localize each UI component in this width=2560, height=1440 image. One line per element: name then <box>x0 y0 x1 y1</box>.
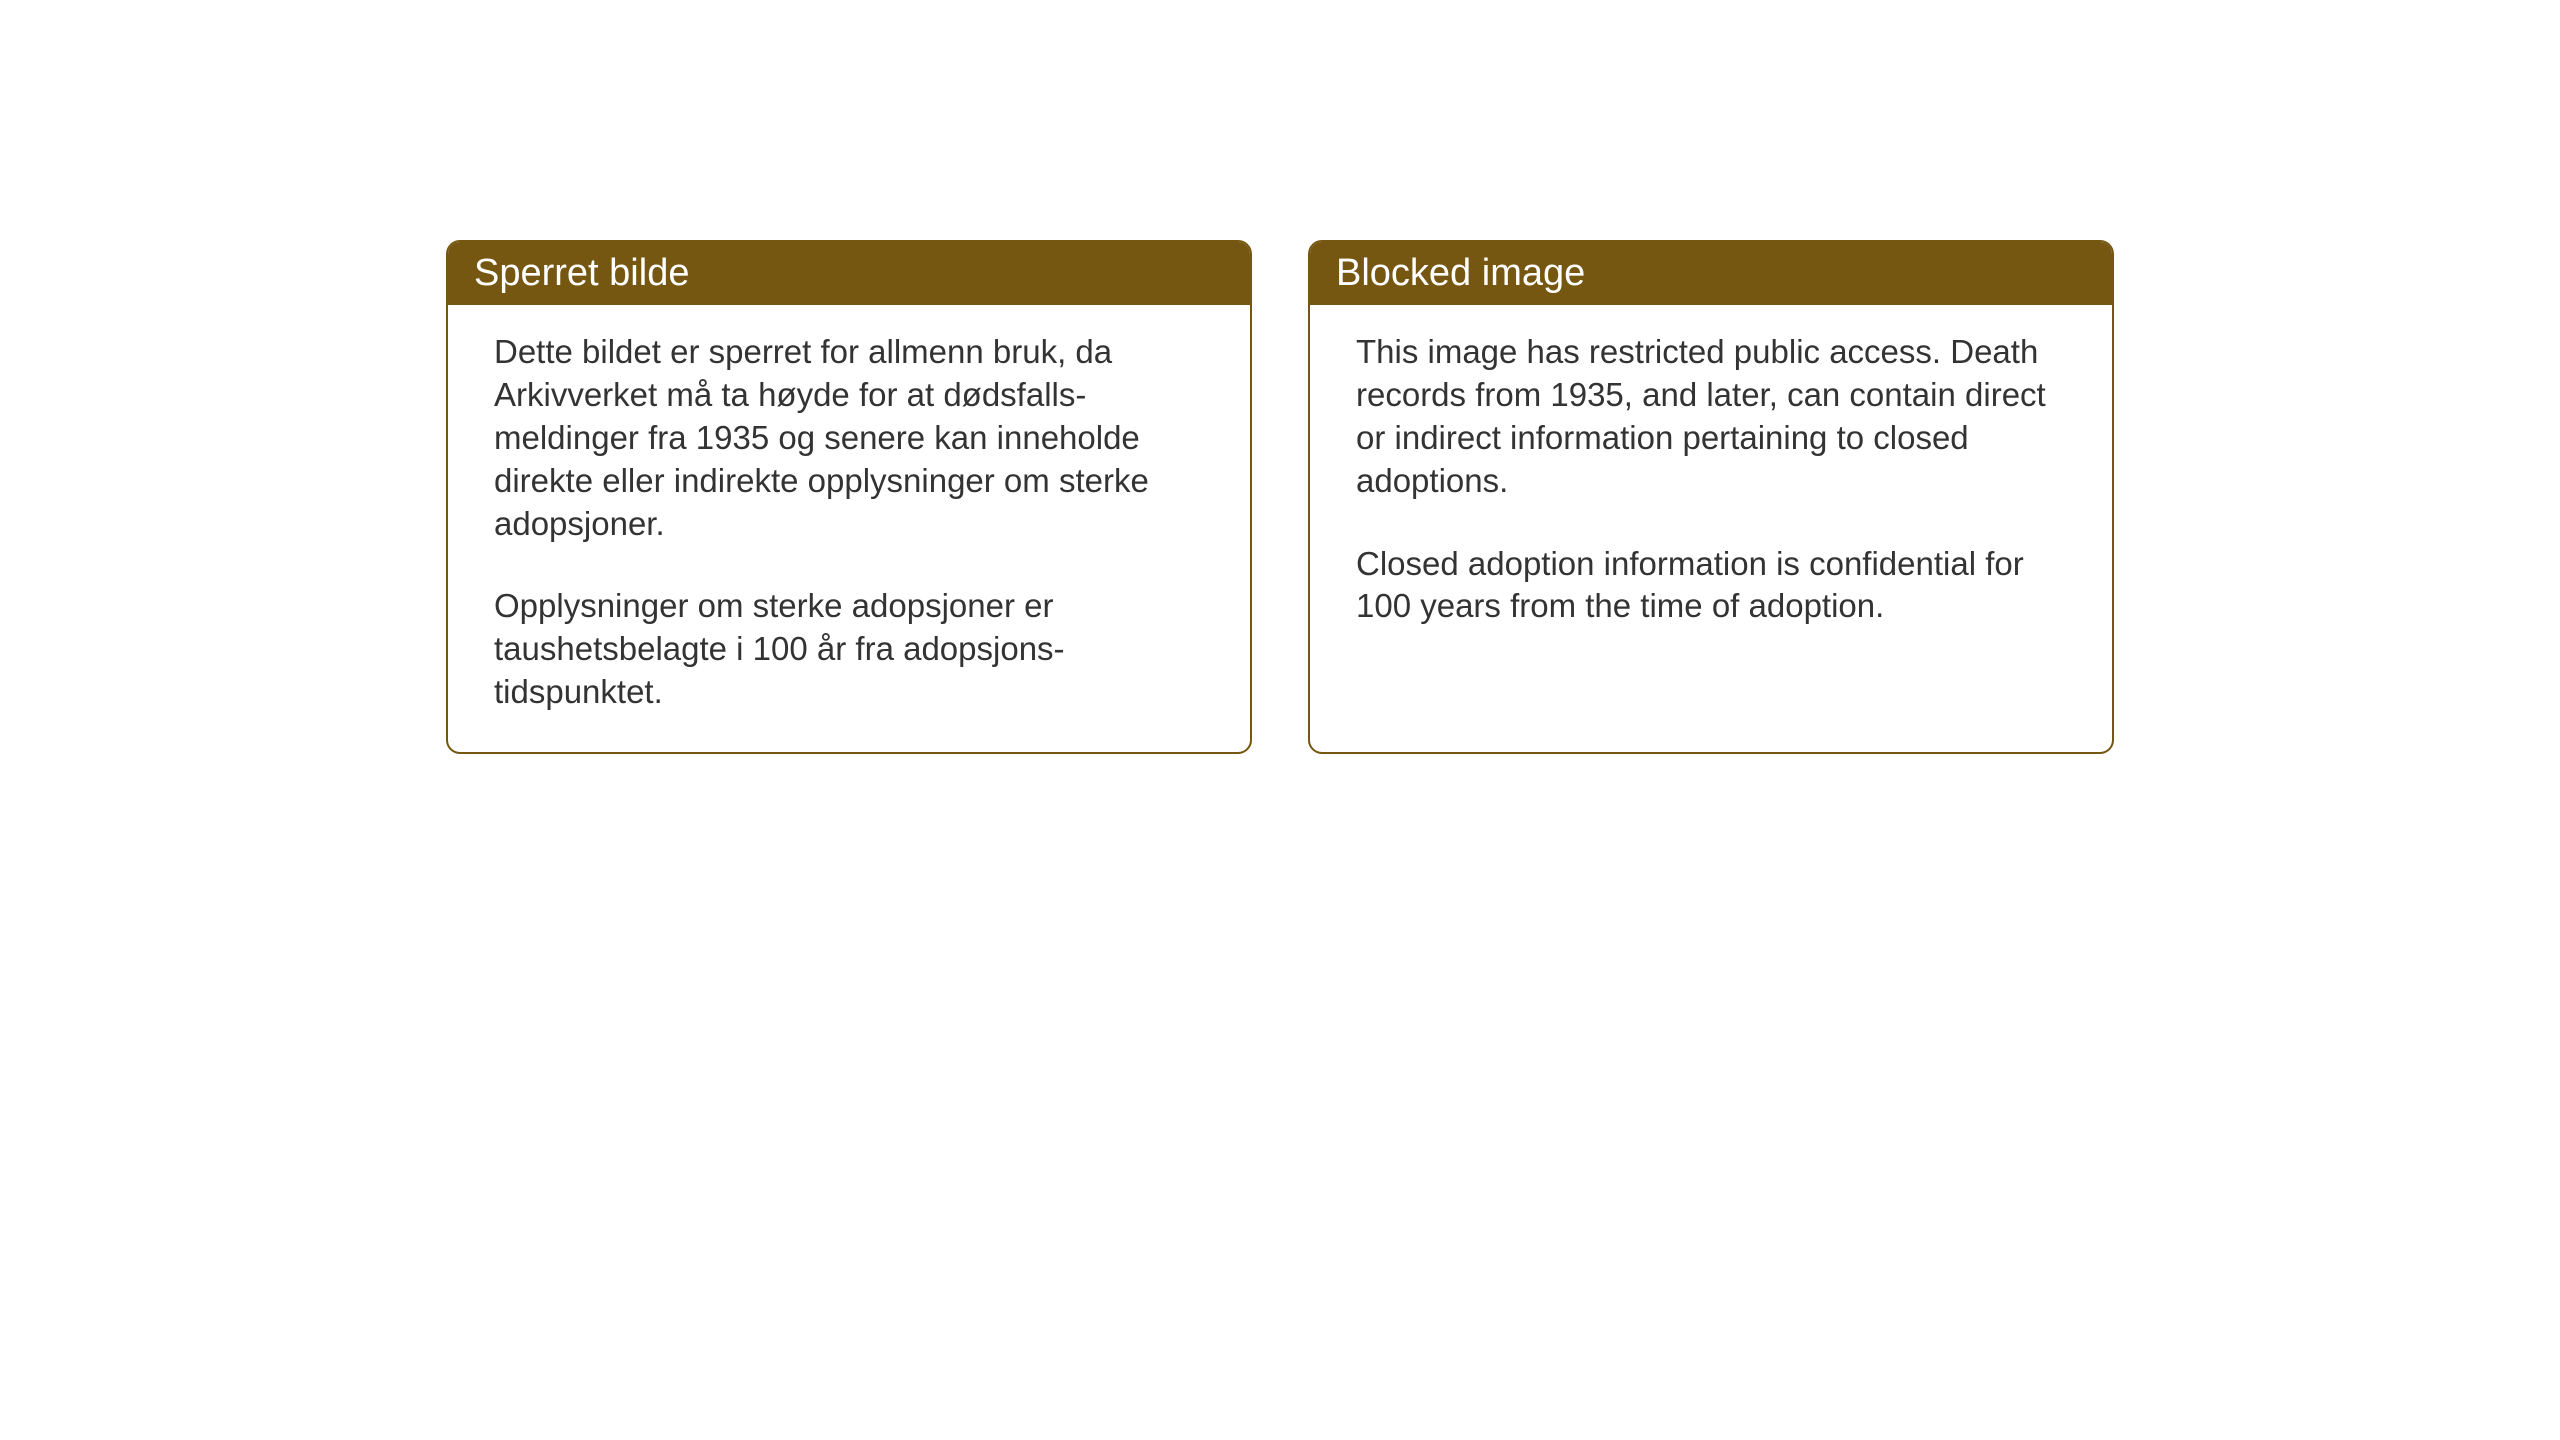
notice-body-english: This image has restricted public access.… <box>1310 305 2112 666</box>
notice-body-norwegian: Dette bildet er sperret for allmenn bruk… <box>448 305 1250 752</box>
notice-header-norwegian: Sperret bilde <box>448 242 1250 305</box>
notice-paragraph-2-english: Closed adoption information is confident… <box>1356 543 2066 629</box>
notice-header-english: Blocked image <box>1310 242 2112 305</box>
notice-paragraph-1-norwegian: Dette bildet er sperret for allmenn bruk… <box>494 331 1204 545</box>
notice-paragraph-2-norwegian: Opplysninger om sterke adopsjoner er tau… <box>494 585 1204 714</box>
notice-title-norwegian: Sperret bilde <box>474 252 689 294</box>
notice-card-english: Blocked image This image has restricted … <box>1308 240 2114 754</box>
notice-container: Sperret bilde Dette bildet er sperret fo… <box>446 240 2114 754</box>
notice-paragraph-1-english: This image has restricted public access.… <box>1356 331 2066 503</box>
notice-card-norwegian: Sperret bilde Dette bildet er sperret fo… <box>446 240 1252 754</box>
notice-title-english: Blocked image <box>1336 252 1585 294</box>
